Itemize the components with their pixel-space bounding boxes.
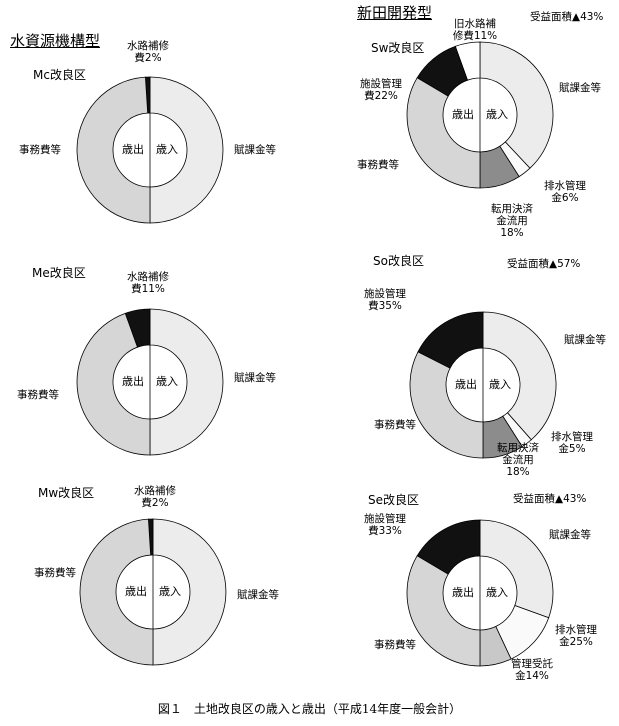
segment-label: 管理受託金14%: [510, 658, 553, 682]
segment-label: 転用決済金流用18%: [490, 203, 533, 239]
chart-title: Me改良区: [32, 266, 86, 280]
segment-label: 水路補修費11%: [126, 271, 169, 295]
segment-label: 賦課金等: [236, 589, 279, 601]
segment-label: 転用決済金流用18%: [496, 442, 539, 478]
half-label: 歳入: [489, 378, 511, 391]
segment-label: 水路補修費2%: [133, 485, 176, 509]
segment-label: 賦課金等: [233, 372, 276, 384]
chart-title: Se改良区: [368, 493, 420, 507]
chart-note: 受益面積▲43%: [513, 493, 587, 505]
half-label: 歳入: [156, 143, 178, 156]
donut-segment: [406, 77, 481, 189]
segment-label: 施設管理費35%: [363, 288, 406, 312]
half-label: 歳入: [156, 375, 178, 388]
segment-label: 賦課金等: [233, 144, 276, 156]
chart-note: 受益面積▲43%: [530, 11, 604, 23]
segment-label: 事務費等: [356, 159, 399, 171]
chart-note: 受益面積▲57%: [507, 258, 581, 270]
segment-label: 賦課金等: [548, 529, 591, 541]
donut-segment: [79, 518, 154, 666]
donut-segment: [149, 76, 224, 224]
half-label: 歳入: [486, 586, 508, 599]
segment-label: 事務費等: [373, 639, 416, 651]
half-label: 歳出: [125, 584, 147, 598]
half-label: 歳出: [122, 142, 144, 156]
half-label: 歳入: [486, 108, 508, 121]
chart-title: Mw改良区: [38, 486, 95, 500]
segment-label: 施設管理費33%: [363, 513, 406, 537]
donut-segment: [479, 519, 554, 619]
segment-label: 排水管理金6%: [543, 180, 586, 204]
donut-segment: [76, 76, 151, 224]
segment-label: 事務費等: [373, 419, 416, 431]
segment-label: 事務費等: [18, 144, 61, 156]
segment-label: 排水管理金25%: [554, 624, 597, 648]
segment-label: 事務費等: [16, 389, 59, 401]
half-label: 歳出: [452, 107, 474, 121]
half-label: 歳入: [159, 585, 181, 598]
segment-label: 施設管理費22%: [359, 78, 402, 102]
segment-label: 旧水路補修費11%: [452, 18, 498, 42]
group-heading: 新田開発型: [357, 4, 433, 22]
chart-title: Mc改良区: [33, 68, 86, 82]
half-label: 歳出: [455, 377, 477, 391]
donut-segment: [482, 311, 557, 441]
segment-label: 水路補修費2%: [126, 40, 169, 64]
chart-title: Sw改良区: [371, 41, 425, 55]
donut-segment: [479, 41, 554, 169]
donut-segment: [152, 518, 227, 666]
group-heading: 水資源機構型: [10, 32, 101, 50]
donut-segment: [149, 308, 224, 456]
chart-title: So改良区: [373, 254, 424, 268]
segment-label: 排水管理金5%: [550, 431, 593, 455]
donut-segment: [76, 312, 151, 456]
half-label: 歳出: [122, 374, 144, 388]
segment-label: 賦課金等: [563, 334, 606, 346]
donut-segment: [409, 351, 484, 459]
half-label: 歳出: [452, 585, 474, 599]
donut-segment: [406, 555, 481, 667]
segment-label: 賦課金等: [558, 82, 601, 94]
segment-label: 事務費等: [33, 567, 76, 579]
caption: 図１ 土地改良区の歳入と歳出（平成14年度一般会計）: [157, 702, 462, 716]
